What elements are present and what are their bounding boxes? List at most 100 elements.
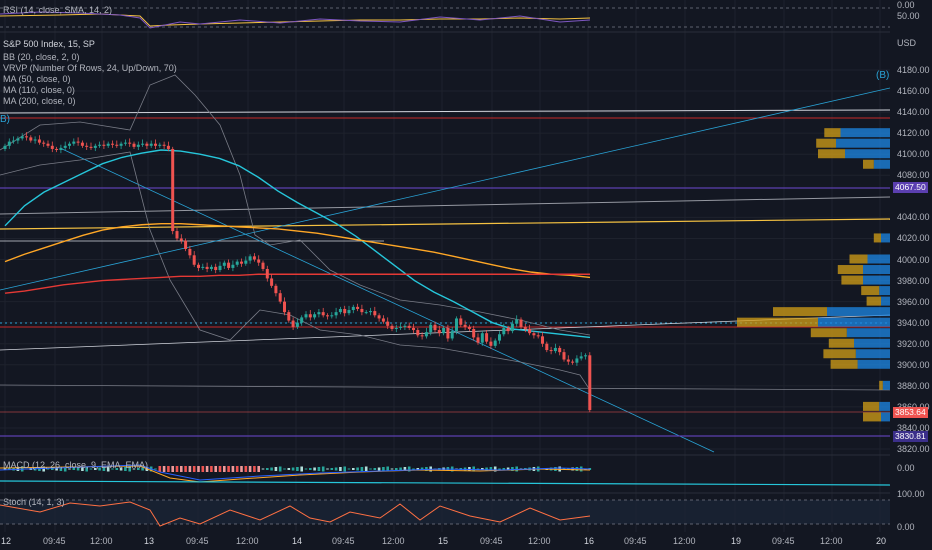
candle-body: [523, 326, 527, 329]
candle-body: [188, 248, 192, 256]
candle-body: [76, 141, 80, 143]
candle-body: [205, 266, 209, 269]
macd-histogram-bar: [248, 466, 252, 472]
volume-profile-up-bar: [773, 307, 827, 317]
candle-body: [304, 314, 308, 318]
macd-histogram-bar: [119, 467, 123, 471]
macd-histogram-bar: [287, 468, 291, 470]
candle-body: [399, 326, 403, 328]
candle-body: [132, 143, 136, 147]
macd-histogram-bar: [343, 466, 346, 472]
candle-body: [506, 327, 510, 332]
macd-histogram-bar: [132, 468, 136, 470]
ma110-legend[interactable]: MA (110, close, 0): [3, 85, 75, 95]
candle-body: [252, 256, 256, 260]
candle-body: [192, 255, 196, 265]
volume-profile-up-bar: [863, 412, 881, 422]
candle-body: [42, 142, 46, 144]
candle-body: [485, 333, 489, 342]
volume-profile-down-bar: [881, 412, 890, 422]
macd-histogram-bar: [12, 467, 15, 471]
volume-profile-down-bar: [854, 338, 890, 348]
candle-body: [528, 328, 532, 334]
volume-profile-down-bar: [855, 349, 890, 359]
rsi-legend[interactable]: RSI (14, close, SMA, 14, 2): [3, 5, 113, 15]
macd-histogram-bar: [356, 467, 359, 471]
macd-histogram-bar: [244, 466, 248, 472]
candle-body: [575, 358, 579, 363]
price-axis-label: 4180.00: [897, 65, 930, 75]
ma50-legend[interactable]: MA (50, close, 0): [3, 74, 71, 84]
volume-profile-up-bar: [849, 254, 868, 264]
candle-body: [80, 142, 84, 146]
candle-body: [89, 146, 93, 148]
macd-histogram-bar: [369, 468, 372, 470]
macd-histogram-bar: [270, 467, 273, 471]
volume-profile-up-bar: [818, 149, 845, 159]
vrvp-legend[interactable]: VRVP (Number Of Rows, 24, Up/Down, 70): [3, 63, 177, 73]
volume-profile-up-bar: [830, 359, 858, 369]
candle-body: [25, 136, 28, 138]
candle-body: [549, 350, 553, 352]
candle-body: [394, 327, 398, 329]
macd-histogram-bar: [309, 468, 312, 470]
macd-histogram-bar: [128, 466, 131, 472]
stoch-legend[interactable]: Stoch (14, 1, 3): [3, 497, 65, 507]
volume-profile-down-bar: [836, 138, 890, 148]
price-axis-label: 4160.00: [897, 86, 930, 97]
macd-histogram-bar: [489, 467, 493, 471]
ma-line-0: [4, 149, 591, 339]
volume-profile-up-bar: [866, 296, 881, 306]
macd-histogram-bar: [386, 466, 389, 472]
macd-histogram-bar: [3, 468, 7, 470]
volume-profile-down-bar: [845, 149, 890, 159]
candle-body: [12, 140, 16, 142]
macd-histogram-bar: [407, 466, 411, 472]
ma200-legend[interactable]: MA (200, close, 0): [3, 96, 76, 106]
candle-body: [154, 143, 157, 146]
macd-histogram-bar: [137, 468, 140, 470]
candle-body: [111, 143, 114, 145]
stoch-axis-label: 0.00: [897, 522, 915, 532]
macd-histogram-bar: [476, 468, 480, 470]
macd-histogram-bar: [352, 468, 355, 470]
moving-averages: [0, 74, 591, 391]
candle-body: [291, 320, 295, 327]
macd-histogram-bar: [76, 467, 80, 471]
macd-histogram-bar: [180, 466, 183, 472]
macd-histogram-bar: [106, 466, 110, 472]
candle-body: [72, 141, 76, 144]
candle-body: [209, 266, 213, 269]
macd-histogram-bar: [46, 468, 50, 470]
volume-profile-down-bar: [863, 265, 890, 275]
candle-body: [377, 315, 381, 319]
bb-legend[interactable]: BB (20, close, 2, 0): [3, 52, 80, 62]
macd-histogram-bar: [300, 466, 303, 472]
macd-histogram-bar: [313, 467, 316, 471]
macd-legend[interactable]: MACD (12, 26, close, 9, EMA, EMA): [3, 460, 149, 470]
candle-body: [240, 261, 243, 264]
macd-histogram-bar: [141, 467, 144, 471]
macd-histogram-bar: [261, 468, 265, 470]
volume-profile-down-bar: [881, 233, 890, 243]
candle-body: [541, 336, 544, 344]
macd-histogram-bar: [175, 466, 179, 472]
symbol-title[interactable]: S&P 500 Index, 15, SP: [3, 39, 95, 49]
candle-body: [7, 141, 11, 146]
candle-body: [265, 268, 269, 279]
macd-histogram-bar: [8, 468, 11, 470]
price-axis-label: 4000.00: [897, 254, 930, 265]
candle-body: [532, 333, 536, 336]
candle-body: [446, 327, 450, 339]
macd-histogram-bar: [257, 466, 260, 472]
candle-body: [222, 262, 226, 266]
candle-body: [536, 335, 540, 337]
candle-body: [261, 262, 265, 269]
time-axis-label: 12:00: [673, 536, 696, 546]
candle-body: [489, 341, 493, 346]
macd-histogram-bar: [274, 467, 278, 471]
volume-profile-up-bar: [828, 338, 854, 348]
macd-long-line: [0, 480, 891, 486]
macd-histogram-bar: [124, 467, 127, 471]
